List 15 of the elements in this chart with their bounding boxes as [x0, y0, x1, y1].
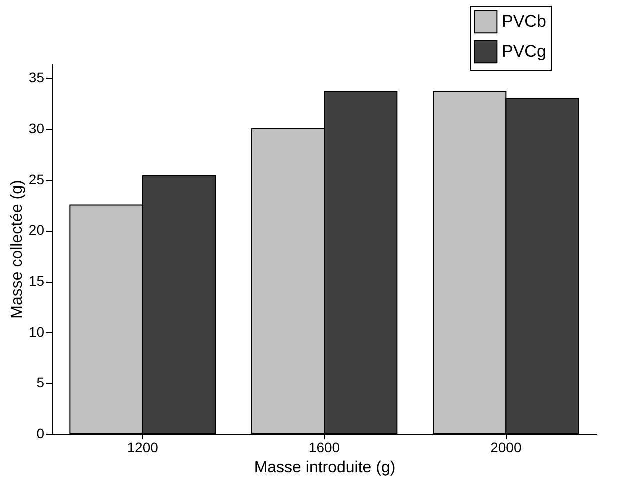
y-tick-label: 5 [36, 374, 45, 391]
x-tick-label: 1200 [127, 440, 159, 456]
y-tick-label: 30 [28, 120, 45, 137]
x-tick-label: 2000 [490, 440, 522, 456]
x-tick-label: 1600 [308, 440, 340, 456]
y-tick-label: 0 [36, 426, 45, 442]
legend-label: PVCg [502, 42, 546, 61]
y-tick-label: 10 [28, 324, 45, 340]
y-tick-label: 20 [28, 222, 45, 238]
y-axis-title: Masse collectée (g) [8, 180, 26, 319]
y-tick-label: 35 [28, 70, 45, 86]
x-axis-title: Masse introduite (g) [254, 460, 396, 476]
legend-label: PVCb [502, 12, 546, 31]
y-tick-label: 25 [28, 171, 45, 188]
y-tick-label: 15 [28, 273, 45, 290]
